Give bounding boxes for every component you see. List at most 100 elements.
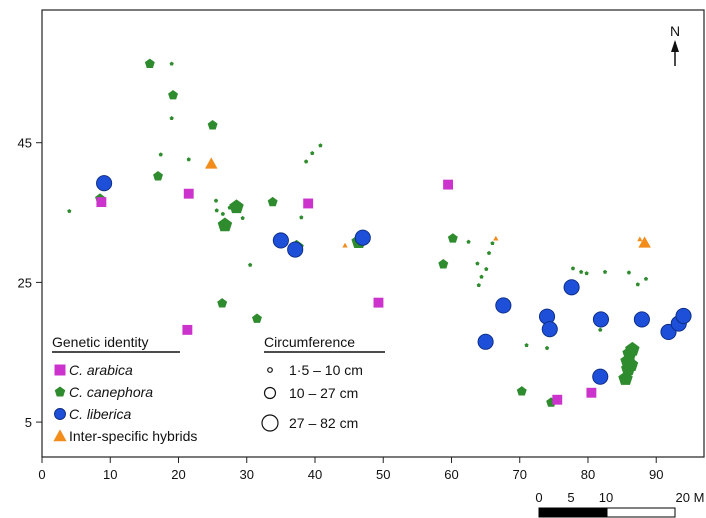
point-canephora xyxy=(229,199,244,214)
point-hybrid xyxy=(638,236,651,248)
x-tick-label: 10 xyxy=(103,467,117,482)
north-arrow: N xyxy=(670,23,680,66)
axes: 0 10 20 30 40 50 60 70 80 90 5 25 45 xyxy=(18,136,664,482)
point-canephora xyxy=(169,116,174,121)
point-liberica xyxy=(563,279,580,296)
plot-frame xyxy=(41,9,705,458)
north-arrow-head xyxy=(671,40,679,52)
x-tick-label: 30 xyxy=(240,467,254,482)
legend-symbol-arabica xyxy=(54,364,66,376)
point-canephora xyxy=(475,261,480,266)
point-canephora xyxy=(447,233,458,243)
x-tick-label: 60 xyxy=(444,467,458,482)
point-arabica xyxy=(443,179,454,190)
point-arabica xyxy=(182,324,193,335)
point-canephora xyxy=(186,157,191,162)
legend-circumference: Circumference 1·5 – 10 cm 10 – 27 cm 27 – … xyxy=(261,334,385,432)
point-canephora xyxy=(643,276,649,281)
x-tick-label: 0 xyxy=(38,467,45,482)
point-canephora xyxy=(318,143,323,148)
point-canephora xyxy=(158,152,163,157)
point-canephora xyxy=(635,282,640,287)
point-canephora xyxy=(240,215,245,220)
legend-symbol-liberica xyxy=(54,408,66,420)
legend-symbol-hybrid xyxy=(53,429,67,442)
point-arabica xyxy=(96,197,107,208)
point-canephora xyxy=(598,327,603,332)
point-canephora xyxy=(144,58,155,68)
point-canephora xyxy=(484,266,489,271)
scale-bar: 0 5 10 20 M xyxy=(535,490,705,518)
point-canephora xyxy=(476,282,481,287)
point-canephora xyxy=(602,269,608,274)
data-points xyxy=(67,58,692,407)
scale-segment-black xyxy=(538,507,608,518)
point-canephora xyxy=(252,313,262,323)
point-hybrid xyxy=(637,236,643,242)
y-tick-label: 25 xyxy=(18,275,32,290)
legend-size-symbol-large xyxy=(261,414,279,432)
legend-size-symbol-medium xyxy=(263,386,277,400)
point-canephora xyxy=(168,90,178,100)
point-canephora xyxy=(490,241,495,246)
legend-genetic-identity: Genetic identity C. arabica C. canephora C… xyxy=(52,334,197,444)
point-canephora xyxy=(579,269,584,274)
point-canephora xyxy=(623,357,639,371)
point-canephora xyxy=(217,298,228,308)
point-arabica xyxy=(373,297,384,308)
point-canephora xyxy=(217,217,233,232)
point-canephora xyxy=(618,371,633,385)
point-canephora xyxy=(299,215,304,220)
scale-segment-white xyxy=(606,507,676,518)
x-tick-label: 50 xyxy=(376,467,390,482)
point-liberica xyxy=(287,241,304,258)
x-tick-label: 90 xyxy=(649,467,663,482)
legend-label-canephora: C. canephora xyxy=(69,384,153,400)
legend-label-liberica: C. liberica xyxy=(69,406,131,422)
point-canephora xyxy=(516,386,527,396)
legend-size-label-small: 1·5 – 10 cm xyxy=(289,362,363,378)
point-canephora xyxy=(310,150,315,155)
point-liberica xyxy=(272,232,289,249)
point-canephora xyxy=(438,259,449,269)
point-liberica xyxy=(354,229,371,246)
point-liberica xyxy=(675,307,692,324)
point-canephora xyxy=(479,274,484,279)
y-tick-label: 45 xyxy=(18,136,32,151)
point-canephora xyxy=(524,343,529,348)
legend-size-label-medium: 10 – 27 cm xyxy=(289,385,358,401)
point-liberica xyxy=(541,321,558,338)
point-canephora xyxy=(625,341,640,356)
x-tick-label: 20 xyxy=(171,467,185,482)
point-liberica xyxy=(495,297,512,314)
scale-label-5: 5 xyxy=(567,490,574,505)
point-liberica xyxy=(96,175,113,192)
point-hybrid xyxy=(493,235,499,241)
point-canephora xyxy=(304,159,309,164)
point-canephora xyxy=(169,61,174,66)
legend-genetic-title: Genetic identity xyxy=(52,334,149,350)
scale-label-0: 0 xyxy=(535,490,542,505)
point-canephora xyxy=(214,208,219,213)
scale-label-10: 10 xyxy=(599,490,613,505)
point-arabica xyxy=(586,387,597,398)
point-arabica xyxy=(552,394,563,405)
point-canephora xyxy=(220,211,225,216)
point-canephora xyxy=(207,120,218,130)
point-canephora xyxy=(248,262,253,267)
point-arabica xyxy=(303,198,314,209)
scale-label-20: 20 M xyxy=(676,490,705,505)
legend-size-title: Circumference xyxy=(264,334,355,350)
point-canephora xyxy=(626,270,632,275)
north-label: N xyxy=(670,23,680,39)
point-canephora xyxy=(267,196,278,207)
x-tick-label: 70 xyxy=(512,467,526,482)
point-canephora xyxy=(153,171,163,181)
point-canephora xyxy=(466,239,471,244)
point-liberica xyxy=(477,333,494,350)
point-hybrid xyxy=(342,242,348,248)
point-canephora xyxy=(570,266,576,271)
point-canephora xyxy=(584,271,589,276)
point-canephora xyxy=(544,345,550,350)
